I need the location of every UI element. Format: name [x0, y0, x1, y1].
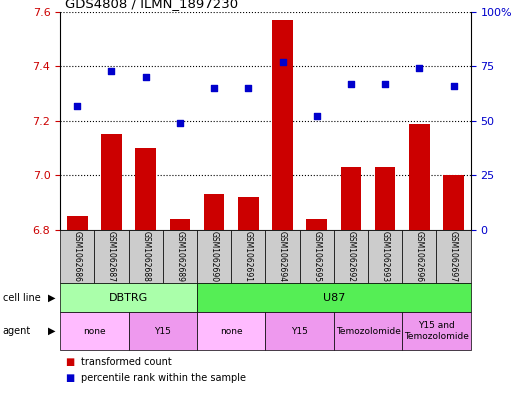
Point: [347, 81, 355, 87]
Text: U87: U87: [323, 293, 345, 303]
Text: GSM1062687: GSM1062687: [107, 231, 116, 282]
Bar: [135, 148, 156, 230]
Bar: [101, 134, 122, 230]
Text: GSM1062692: GSM1062692: [346, 231, 356, 282]
Text: GSM1062696: GSM1062696: [415, 231, 424, 282]
Point: [210, 85, 218, 91]
Text: GSM1062691: GSM1062691: [244, 231, 253, 282]
Text: ▶: ▶: [48, 326, 55, 336]
Text: GSM1062688: GSM1062688: [141, 231, 150, 282]
Text: GSM1062694: GSM1062694: [278, 231, 287, 282]
Bar: [238, 197, 258, 230]
Text: transformed count: transformed count: [81, 357, 172, 367]
Text: GSM1062695: GSM1062695: [312, 231, 321, 282]
Text: DBTRG: DBTRG: [109, 293, 148, 303]
Point: [449, 83, 458, 89]
Bar: [375, 167, 395, 230]
Bar: [340, 167, 361, 230]
Point: [381, 81, 389, 87]
Point: [142, 74, 150, 80]
Text: GSM1062689: GSM1062689: [175, 231, 185, 282]
Point: [278, 59, 287, 65]
Text: ▶: ▶: [48, 293, 55, 303]
Point: [73, 103, 82, 109]
Point: [244, 85, 253, 91]
Text: GSM1062693: GSM1062693: [381, 231, 390, 282]
Text: ■: ■: [65, 357, 75, 367]
Point: [415, 65, 424, 72]
Text: ■: ■: [65, 373, 75, 383]
Text: GSM1062686: GSM1062686: [73, 231, 82, 282]
Bar: [306, 219, 327, 230]
Bar: [272, 20, 293, 230]
Bar: [204, 195, 224, 230]
Text: agent: agent: [3, 326, 31, 336]
Text: Y15: Y15: [291, 327, 308, 336]
Text: cell line: cell line: [3, 293, 40, 303]
Point: [313, 113, 321, 119]
Bar: [444, 175, 464, 230]
Bar: [67, 216, 87, 230]
Bar: [169, 219, 190, 230]
Text: percentile rank within the sample: percentile rank within the sample: [81, 373, 246, 383]
Point: [176, 120, 184, 126]
Text: none: none: [83, 327, 106, 336]
Bar: [409, 123, 429, 230]
Text: none: none: [220, 327, 243, 336]
Point: [107, 68, 116, 74]
Text: GSM1062690: GSM1062690: [210, 231, 219, 282]
Text: Temozolomide: Temozolomide: [336, 327, 401, 336]
Text: GDS4808 / ILMN_1897230: GDS4808 / ILMN_1897230: [65, 0, 238, 10]
Text: GSM1062697: GSM1062697: [449, 231, 458, 282]
Text: Y15 and
Temozolomide: Y15 and Temozolomide: [404, 321, 469, 341]
Text: Y15: Y15: [154, 327, 171, 336]
